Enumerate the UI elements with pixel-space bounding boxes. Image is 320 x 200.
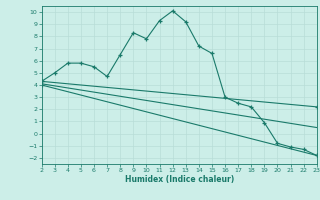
X-axis label: Humidex (Indice chaleur): Humidex (Indice chaleur) xyxy=(124,175,234,184)
